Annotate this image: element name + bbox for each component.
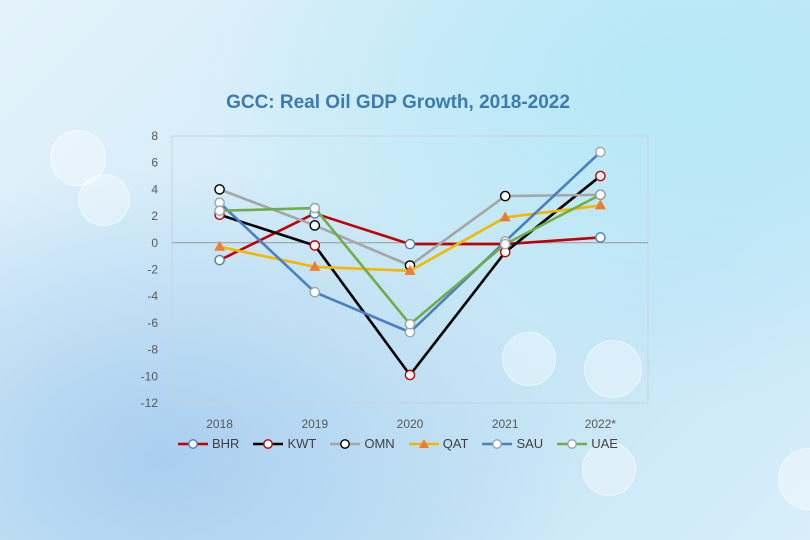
data-point <box>404 369 416 381</box>
legend-label: OMN <box>364 436 395 451</box>
legend-item-kwt: KWT <box>253 436 316 451</box>
legend-label: UAE <box>591 436 618 451</box>
bokeh-circle <box>50 130 106 186</box>
legend-item-omn: OMN <box>330 436 395 451</box>
legend-swatch-icon <box>408 438 439 448</box>
series-bhr <box>214 208 606 266</box>
data-point <box>594 199 606 210</box>
legend-label: BHR <box>212 436 240 451</box>
legend-item-bhr: BHR <box>178 436 239 451</box>
data-point <box>214 184 225 195</box>
chart-legend: BHR KWT OMN QAT SAU UAE <box>178 436 618 451</box>
y-tick-label: 6 <box>151 156 158 170</box>
y-tick-label: -2 <box>147 263 158 277</box>
x-tick-label: 2022* <box>585 417 617 431</box>
legend-swatch-icon <box>330 438 361 449</box>
y-tick-label: 0 <box>151 236 158 250</box>
y-tick-label: -10 <box>141 369 159 383</box>
y-tick-label: -4 <box>147 289 158 303</box>
data-point <box>309 286 321 298</box>
y-tick-label: 2 <box>151 209 158 223</box>
data-point <box>595 232 606 243</box>
x-tick-label: 2020 <box>397 417 424 431</box>
data-point <box>214 205 225 217</box>
data-point <box>309 220 321 231</box>
legend-swatch-icon <box>178 438 208 449</box>
data-point <box>404 238 416 250</box>
series-uae <box>214 189 606 330</box>
x-tick-label: 2019 <box>301 417 328 431</box>
data-point <box>309 202 321 214</box>
legend-label: QAT <box>442 436 469 451</box>
chart-title: GCC: Real Oil GDP Growth, 2018-2022 <box>226 92 570 113</box>
data-point <box>404 318 416 330</box>
y-tick-label: 8 <box>151 129 158 143</box>
y-tick-label: 4 <box>151 182 158 196</box>
legend-item-sau: SAU <box>482 436 543 451</box>
legend-swatch-icon <box>557 438 588 449</box>
bokeh-circle <box>502 332 556 386</box>
x-tick-label: 2018 <box>206 417 233 431</box>
legend-label: KWT <box>287 436 317 451</box>
legend-swatch-icon <box>482 438 513 449</box>
data-point <box>309 260 321 271</box>
legend-swatch-icon <box>253 438 284 449</box>
y-tick-label: -8 <box>147 343 158 357</box>
x-tick-label: 2021 <box>492 417 519 431</box>
y-tick-label: -12 <box>141 396 159 410</box>
bokeh-circle <box>584 340 642 398</box>
y-tick-label: -6 <box>147 316 158 330</box>
data-point <box>499 238 511 250</box>
data-point <box>214 240 226 251</box>
data-point <box>499 190 511 202</box>
bokeh-circle <box>78 174 130 226</box>
legend-item-uae: UAE <box>557 436 618 451</box>
bokeh-circle <box>582 442 636 496</box>
series-line <box>219 188 601 267</box>
legend-item-qat: QAT <box>408 436 469 451</box>
plot-area-border <box>171 135 649 404</box>
data-point <box>499 211 511 222</box>
data-point <box>404 264 416 275</box>
data-point <box>309 240 321 251</box>
data-point <box>214 254 225 266</box>
data-point <box>595 170 606 182</box>
legend-label: SAU <box>516 436 544 451</box>
data-point <box>595 189 606 201</box>
data-point <box>595 146 606 158</box>
